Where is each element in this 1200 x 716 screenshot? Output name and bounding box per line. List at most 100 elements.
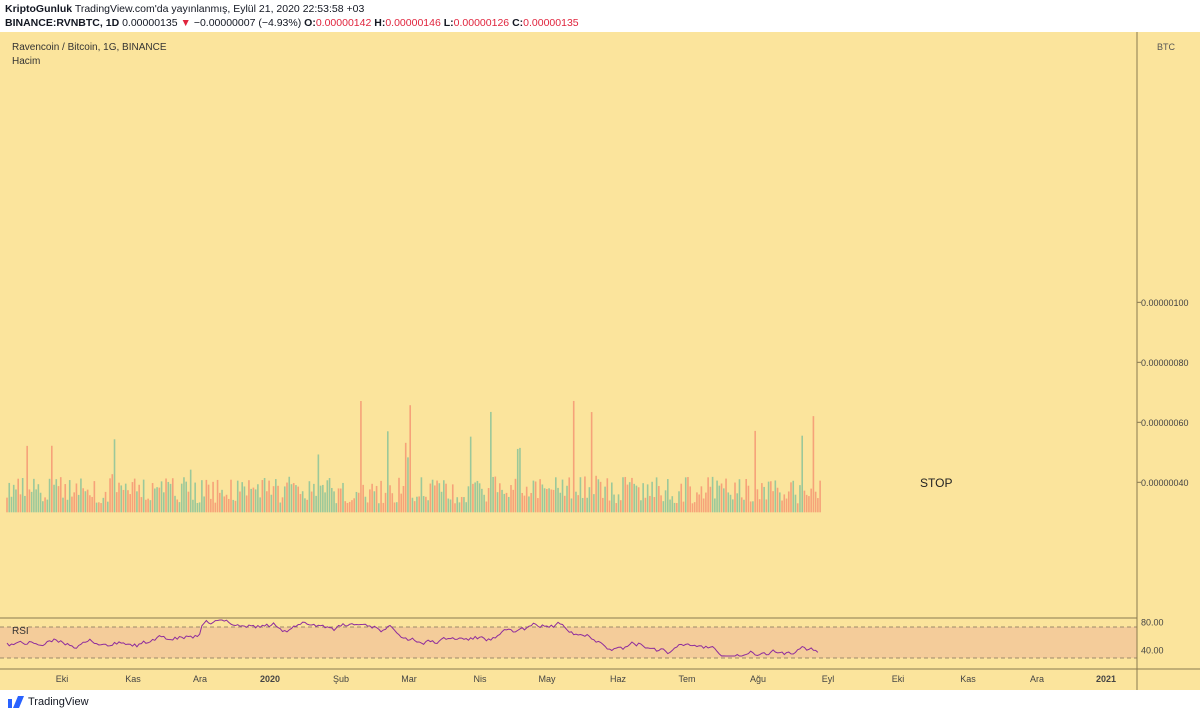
- volume-bar: [348, 501, 351, 513]
- volume-bar: [212, 481, 214, 513]
- volume-bar: [707, 477, 709, 513]
- volume-bar: [257, 484, 259, 513]
- volume-bar: [590, 412, 593, 513]
- volume-bar: [635, 485, 638, 513]
- volume-bar: [440, 491, 443, 513]
- volume-bar: [400, 493, 403, 513]
- volume-bar: [360, 400, 362, 513]
- volume-bar: [584, 476, 586, 513]
- volume-bar: [268, 480, 270, 513]
- volume-bar: [485, 501, 488, 513]
- volume-bar: [514, 478, 517, 513]
- volume-bar: [678, 491, 680, 513]
- volume-bar: [711, 476, 714, 513]
- volume-bar: [534, 481, 537, 513]
- volume-bar: [35, 489, 37, 513]
- volume-bar: [339, 488, 342, 513]
- time-tick-label: Ağu: [750, 674, 766, 684]
- volume-bar: [667, 479, 669, 513]
- volume-bar: [42, 501, 44, 513]
- volume-bar: [608, 500, 611, 513]
- volume-bar: [496, 492, 499, 513]
- volume-bar: [490, 411, 492, 513]
- volume-bar: [33, 478, 35, 513]
- volume-bar: [201, 480, 203, 513]
- volume-bar: [241, 482, 243, 513]
- price-tick-label: 0.00000080: [1141, 358, 1189, 368]
- volume-bar: [675, 502, 678, 513]
- volume-bar: [669, 499, 671, 513]
- rsi-tick-label: 80.00: [1141, 618, 1164, 628]
- volume-bar: [288, 476, 291, 513]
- volume-bar: [366, 502, 369, 513]
- volume-bar: [779, 492, 781, 513]
- volume-bar: [149, 500, 152, 513]
- volume-bar: [597, 479, 600, 513]
- volume-bar: [749, 501, 752, 513]
- volume-bar: [26, 445, 28, 513]
- time-tick-label: Tem: [678, 674, 695, 684]
- volume-bar: [147, 498, 149, 513]
- volume-bar: [543, 488, 546, 513]
- volume-bar: [402, 485, 405, 513]
- publisher-name[interactable]: KriptoGunluk: [5, 3, 73, 15]
- volume-bar: [93, 481, 96, 513]
- volume-bar: [451, 484, 454, 513]
- volume-bar: [539, 479, 541, 513]
- time-tick-label: Eki: [56, 674, 69, 684]
- volume-bar: [178, 502, 181, 513]
- tradingview-logo[interactable]: TradingView: [8, 696, 89, 708]
- volume-bar: [481, 488, 483, 513]
- price-tick-label: 0.00000100: [1141, 298, 1189, 308]
- volume-bar: [156, 487, 158, 513]
- time-tick-label: Mar: [401, 674, 417, 684]
- volume-bar: [487, 488, 490, 513]
- volume-bar: [266, 491, 268, 513]
- volume-bar: [561, 479, 564, 513]
- volume-bar: [725, 478, 727, 513]
- volume-bar: [319, 485, 322, 513]
- volume-bar: [39, 492, 42, 513]
- volume-bar: [812, 416, 815, 513]
- volume-bar: [115, 492, 118, 513]
- last-price: 0.00000135: [122, 17, 178, 29]
- volume-bar: [731, 499, 734, 513]
- volume-bar: [803, 490, 806, 513]
- volume-bar: [324, 492, 326, 513]
- volume-bar: [355, 491, 358, 513]
- rsi-band: [0, 627, 1137, 658]
- volume-bar: [171, 478, 174, 513]
- tradingview-logo-icon: [8, 696, 24, 708]
- volume-bar: [563, 495, 566, 513]
- volume-bar: [443, 480, 445, 513]
- volume-bar: [523, 495, 526, 513]
- price-chart[interactable]: Ravencoin / Bitcoin, 1G, BINANCE Hacim RSI…: [0, 32, 1200, 690]
- volume-bar: [425, 496, 427, 513]
- volume-bar: [819, 480, 821, 513]
- volume-bar: [745, 478, 747, 513]
- volume-bar: [344, 501, 347, 513]
- volume-label: Hacim: [12, 56, 40, 67]
- volume-bar: [774, 480, 777, 513]
- volume-bar: [66, 499, 69, 513]
- time-tick-label: Kas: [125, 674, 141, 684]
- volume-bar: [413, 501, 416, 513]
- volume-bar: [169, 483, 172, 513]
- volume-bar: [30, 491, 33, 513]
- volume-bar: [214, 502, 217, 513]
- publish-date: TradingView.com'da yayınlanmış, Eylül 21…: [74, 3, 365, 15]
- time-tick-label: May: [538, 674, 556, 684]
- volume-bar: [747, 485, 750, 513]
- volume-bar: [163, 492, 165, 513]
- volume-bar: [6, 497, 8, 513]
- volume-bar: [658, 486, 660, 513]
- volume-bar: [633, 483, 635, 513]
- volume-bar: [555, 477, 557, 513]
- volume-bar: [154, 488, 156, 513]
- volume-bar: [472, 483, 474, 513]
- volume-bar: [684, 477, 687, 513]
- volume-bar: [136, 491, 138, 513]
- volume-bar: [333, 491, 335, 513]
- volume-bar: [192, 499, 194, 513]
- volume-bar: [71, 496, 73, 513]
